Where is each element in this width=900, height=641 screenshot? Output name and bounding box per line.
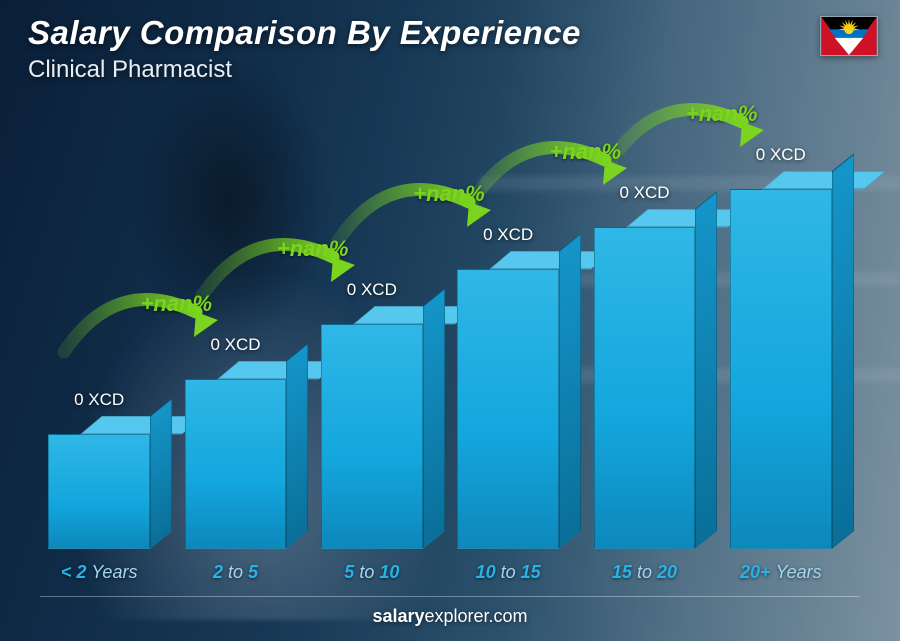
bar-delta-label: +nan% bbox=[479, 139, 692, 165]
bar-top-face bbox=[762, 171, 885, 189]
bar-front-face bbox=[48, 434, 150, 549]
bar-delta-label: +nan% bbox=[70, 291, 283, 317]
bar-front-face bbox=[457, 269, 559, 549]
bar-category-label: 20+ Years bbox=[686, 562, 875, 583]
bar-value-label: 0 XCD bbox=[562, 183, 728, 203]
bar-side-face bbox=[695, 191, 717, 549]
bar-column: +nan% 0 XCD 5 to 10 bbox=[313, 110, 431, 549]
bar bbox=[730, 189, 832, 549]
bar-column: +nan% 0 XCD 15 to 20 bbox=[585, 110, 703, 549]
bar-front-face bbox=[730, 189, 832, 549]
salary-experience-chart: Salary Comparison By Experience Clinical… bbox=[0, 0, 900, 641]
bar-side-face bbox=[559, 233, 581, 549]
footer-divider bbox=[40, 596, 860, 597]
bar bbox=[185, 379, 287, 549]
footer-brand-rest: explorer.com bbox=[425, 606, 528, 626]
bar bbox=[457, 269, 559, 549]
footer-brand-bold: salary bbox=[372, 606, 424, 626]
bar-value-label: 0 XCD bbox=[16, 390, 182, 410]
bar-column: +nan% 0 XCD 20+ Years bbox=[722, 110, 840, 549]
flag-antigua-barbuda bbox=[821, 17, 877, 55]
chart-title: Salary Comparison By Experience bbox=[28, 14, 581, 52]
bar-value-label: 0 XCD bbox=[425, 225, 591, 245]
bar-front-face bbox=[594, 227, 696, 549]
country-flag bbox=[820, 16, 878, 56]
bar-column: +nan% 0 XCD 2 to 5 bbox=[176, 110, 294, 549]
bar-side-face bbox=[150, 398, 172, 549]
chart-subtitle: Clinical Pharmacist bbox=[28, 56, 232, 84]
bar-front-face bbox=[185, 379, 287, 549]
bar bbox=[594, 227, 696, 549]
bar-value-label: 0 XCD bbox=[289, 280, 455, 300]
bar-value-label: 0 XCD bbox=[153, 335, 319, 355]
bar-front-face bbox=[321, 324, 423, 549]
bar-side-face bbox=[286, 343, 308, 549]
bar-chart-area: 0 XCD < 2 Years+nan% 0 XCD 2 to 5+nan% bbox=[40, 110, 840, 549]
bar-side-face bbox=[832, 153, 854, 549]
footer-brand: salaryexplorer.com bbox=[0, 606, 900, 627]
bar-delta-label: +nan% bbox=[206, 236, 419, 262]
bar bbox=[321, 324, 423, 549]
bar-column: +nan% 0 XCD 10 to 15 bbox=[449, 110, 567, 549]
bar-column: 0 XCD < 2 Years bbox=[40, 110, 158, 549]
bar-delta-label: +nan% bbox=[343, 181, 556, 207]
bar bbox=[48, 434, 150, 549]
bar-side-face bbox=[423, 288, 445, 549]
bar-value-label: 0 XCD bbox=[698, 145, 864, 165]
bar-delta-label: +nan% bbox=[615, 101, 828, 127]
